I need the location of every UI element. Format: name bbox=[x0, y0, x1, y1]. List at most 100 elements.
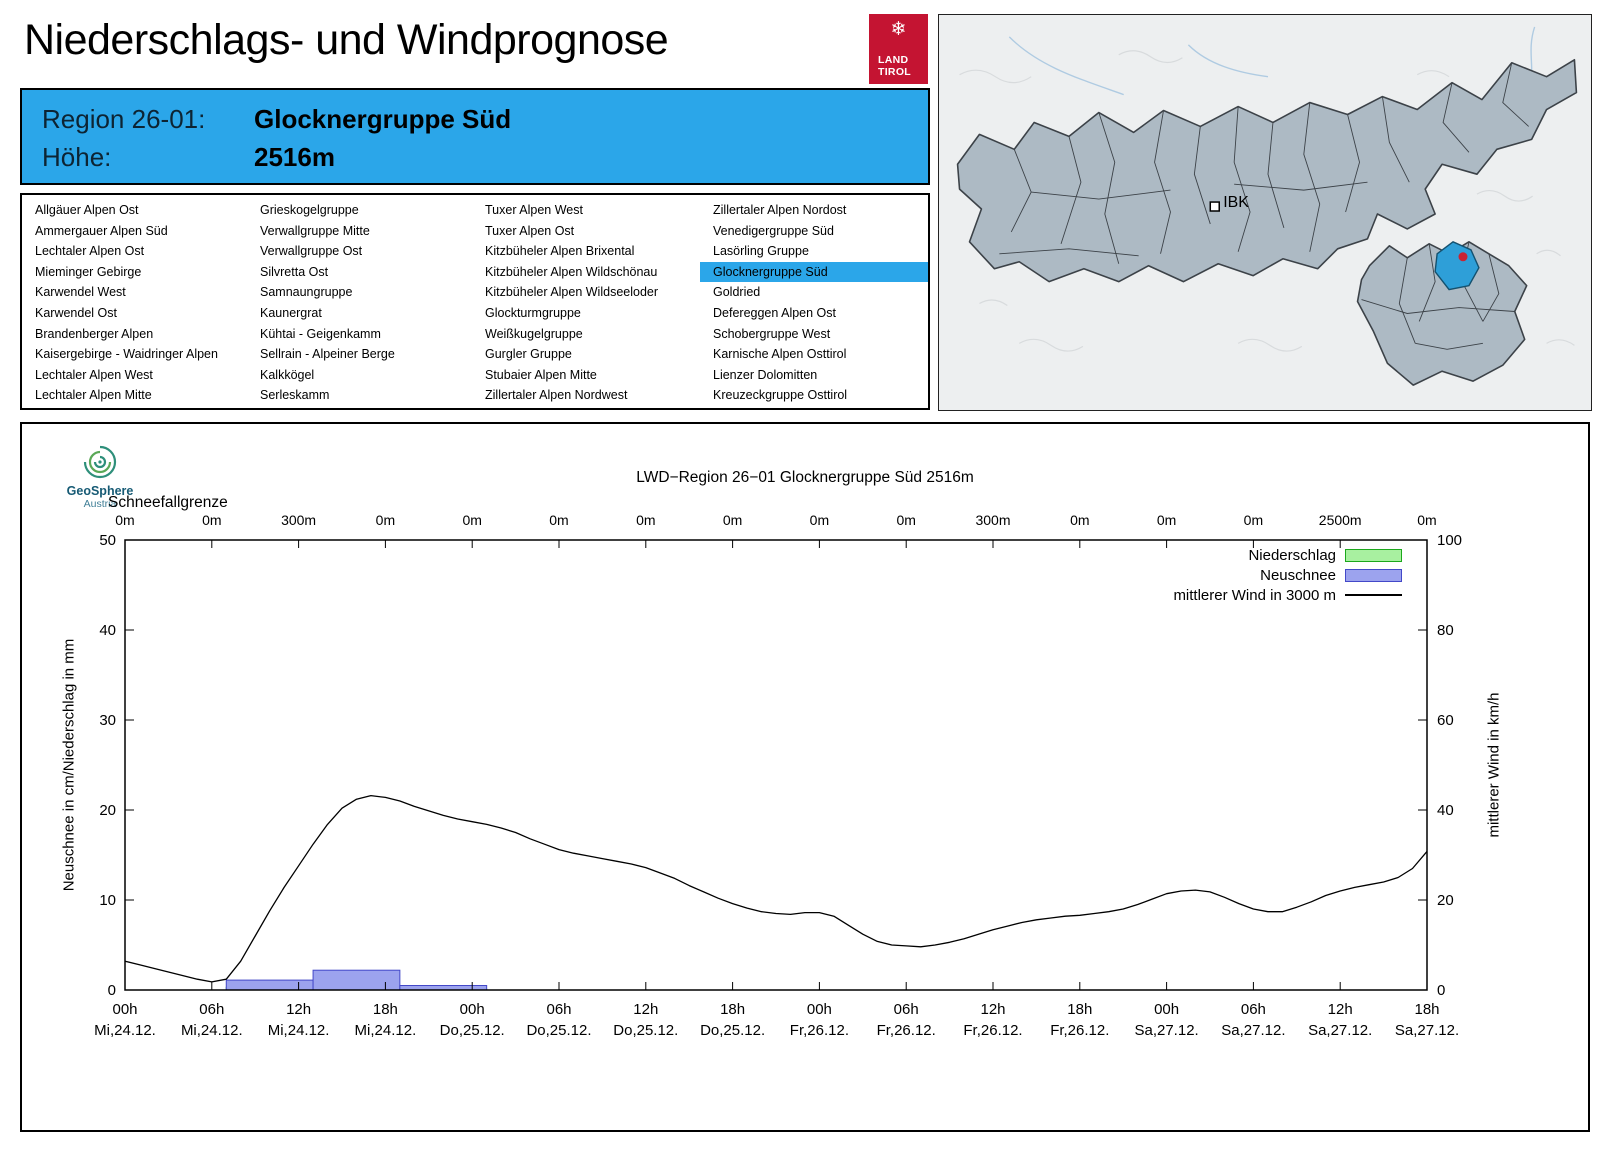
snowline-value: 0m bbox=[376, 512, 395, 528]
map-north-tirol-region[interactable] bbox=[956, 58, 1578, 283]
tirol-region-map[interactable]: IBK bbox=[938, 14, 1592, 411]
legend-row-wind: mittlerer Wind in 3000 m bbox=[1173, 585, 1402, 605]
region-list-item[interactable]: Brandenberger Alpen bbox=[35, 326, 154, 341]
map-relief-texture bbox=[959, 50, 1575, 352]
snowline-value: 0m bbox=[462, 512, 481, 528]
x-tick-date: Fr,26.12. bbox=[963, 1022, 1022, 1039]
x-tick-date: Fr,26.12. bbox=[877, 1022, 936, 1039]
x-tick-date: Sa,27.12. bbox=[1134, 1022, 1198, 1039]
region-list-item[interactable]: Ammergauer Alpen Süd bbox=[35, 223, 168, 238]
snowline-value: 0m bbox=[896, 512, 915, 528]
snowline-label: Schneefallgrenze bbox=[108, 494, 228, 511]
y-tick-left: 40 bbox=[99, 622, 116, 639]
legend-label-neuschnee: Neuschnee bbox=[1260, 566, 1336, 584]
region-list-column: Tuxer Alpen West Tuxer Alpen Ost Kitzbühel… bbox=[472, 200, 700, 408]
region-list-item[interactable]: Zillertaler Alpen Nordwest bbox=[485, 388, 628, 403]
x-tick-hour: 06h bbox=[894, 1001, 919, 1018]
region-list-item[interactable]: Zillertaler Alpen Nordost bbox=[713, 203, 847, 217]
x-tick-hour: 12h bbox=[1328, 1001, 1353, 1018]
x-tick-hour: 00h bbox=[460, 1001, 485, 1018]
plot-frame bbox=[124, 539, 1428, 991]
region-list-item[interactable]: Sellrain - Alpeiner Berge bbox=[260, 347, 395, 362]
region-list-item[interactable]: Kalkkögel bbox=[260, 367, 315, 382]
region-list-item[interactable]: Karnische Alpen Osttirol bbox=[713, 347, 847, 362]
y-tick-left: 0 bbox=[108, 982, 116, 999]
region-list-item[interactable]: Samnaungruppe bbox=[260, 285, 353, 300]
x-tick-hour: 18h bbox=[1067, 1001, 1092, 1018]
region-list-item[interactable]: Kaunergrat bbox=[260, 305, 322, 320]
region-list-item[interactable]: Verwallgruppe Mitte bbox=[260, 223, 370, 238]
forecast-chart: 00h Mi,24.12. 0m 06h Mi,24.12. 0m 12h Mi,24.12.… bbox=[94, 512, 1462, 1039]
region-list-item[interactable]: Tuxer Alpen Ost bbox=[485, 223, 575, 238]
snowline-value: 0m bbox=[723, 512, 742, 528]
region-list-item[interactable]: Lienzer Dolomitten bbox=[713, 367, 818, 382]
region-list-item[interactable]: Kitzbüheler Alpen Brixental bbox=[485, 244, 635, 259]
region-list-item[interactable]: Verwallgruppe Ost bbox=[260, 244, 363, 259]
y-tick-left: 20 bbox=[99, 802, 116, 819]
x-tick-date: Do,25.12. bbox=[613, 1022, 678, 1039]
region-list-item[interactable]: Kitzbüheler Alpen Wildschönau bbox=[485, 264, 658, 279]
y-tick-right: 40 bbox=[1437, 802, 1454, 819]
region-list-item-selected[interactable]: Glocknergruppe Süd bbox=[700, 261, 928, 283]
snowline-value: 0m bbox=[1417, 512, 1436, 528]
snowline-value: 0m bbox=[115, 512, 134, 528]
map-east-tirol-region[interactable] bbox=[1356, 241, 1528, 386]
legend-swatch-niederschlag bbox=[1345, 548, 1402, 562]
logo-text-tirol: TIROL bbox=[878, 66, 911, 78]
region-list-item[interactable]: Goldried bbox=[713, 285, 761, 300]
x-tick-hour: 06h bbox=[546, 1001, 571, 1018]
region-list: Allgäuer Alpen Ost Ammergauer Alpen Süd Le… bbox=[20, 193, 930, 410]
region-list-item[interactable]: Lechtaler Alpen Mitte bbox=[35, 388, 152, 403]
page-title: Niederschlags- und Windprognose bbox=[24, 16, 669, 64]
region-list-item[interactable]: Mieminger Gebirge bbox=[35, 264, 142, 279]
region-list-item[interactable]: Kreuzeckgruppe Osttirol bbox=[713, 388, 848, 403]
ibk-label: IBK bbox=[1223, 194, 1249, 211]
ibk-marker bbox=[1209, 201, 1220, 212]
region-list-item[interactable]: Kitzbüheler Alpen Wildseeloder bbox=[485, 285, 659, 300]
x-tick-hour: 18h bbox=[373, 1001, 398, 1018]
y-tick-right: 100 bbox=[1437, 532, 1462, 549]
region-list-item[interactable]: Karwendel West bbox=[35, 285, 126, 300]
region-list-item[interactable]: Stubaier Alpen Mitte bbox=[485, 367, 597, 382]
region-list-item[interactable]: Karwendel Ost bbox=[35, 305, 117, 320]
snowflake-icon: ❄ bbox=[890, 19, 907, 40]
y-tick-left: 50 bbox=[99, 532, 116, 549]
neuschnee-bar bbox=[312, 969, 401, 991]
legend-label-wind: mittlerer Wind in 3000 m bbox=[1173, 586, 1336, 604]
snowline-value: 0m bbox=[636, 512, 655, 528]
map-selected-region[interactable] bbox=[1434, 241, 1480, 291]
snowline-value: 0m bbox=[202, 512, 221, 528]
snowline-value: 0m bbox=[549, 512, 568, 528]
region-list-item[interactable]: Weißkugelgruppe bbox=[485, 326, 583, 341]
region-list-item[interactable]: Venedigergruppe Süd bbox=[713, 223, 834, 238]
y-tick-right: 20 bbox=[1437, 892, 1454, 909]
region-list-item[interactable]: Lechtaler Alpen Ost bbox=[35, 244, 145, 259]
x-tick-hour: 12h bbox=[633, 1001, 658, 1018]
region-list-item[interactable]: Lechtaler Alpen West bbox=[35, 367, 153, 382]
region-list-item[interactable]: Kühtai - Geigenkamm bbox=[260, 326, 381, 341]
region-info-row: Region 26-01: Glocknergruppe Süd bbox=[42, 100, 928, 138]
wind-line bbox=[124, 794, 1428, 983]
region-list-item[interactable]: Serleskamm bbox=[260, 388, 330, 403]
region-list-item[interactable]: Gurgler Gruppe bbox=[485, 347, 572, 362]
region-list-item[interactable]: Tuxer Alpen West bbox=[485, 203, 583, 217]
snowline-value: 300m bbox=[975, 512, 1010, 528]
x-tick-date: Mi,24.12. bbox=[268, 1022, 330, 1039]
geosphere-logo-name: GeoSphere bbox=[66, 484, 134, 498]
x-tick-date: Mi,24.12. bbox=[181, 1022, 243, 1039]
x-tick-hour: 12h bbox=[286, 1001, 311, 1018]
x-tick-date: Sa,27.12. bbox=[1395, 1022, 1459, 1039]
y-tick-left: 10 bbox=[99, 892, 116, 909]
region-list-item[interactable]: Schobergruppe West bbox=[713, 326, 831, 341]
region-list-item[interactable]: Kaisergebirge - Waidringer Alpen bbox=[35, 347, 218, 362]
region-list-item[interactable]: Allgäuer Alpen Ost bbox=[35, 203, 139, 217]
region-list-item[interactable]: Grieskogelgruppe bbox=[260, 203, 359, 217]
region-list-item[interactable]: Silvretta Ost bbox=[260, 264, 329, 279]
region-list-item[interactable]: Glockturmgruppe bbox=[485, 305, 581, 320]
region-list-item[interactable]: Defereggen Alpen Ost bbox=[713, 305, 836, 320]
altitude-label: Höhe: bbox=[42, 141, 112, 172]
y-tick-right: 0 bbox=[1437, 982, 1445, 999]
legend-row-neuschnee: Neuschnee bbox=[1173, 565, 1402, 585]
region-list-item[interactable]: Lasörling Gruppe bbox=[713, 244, 809, 259]
